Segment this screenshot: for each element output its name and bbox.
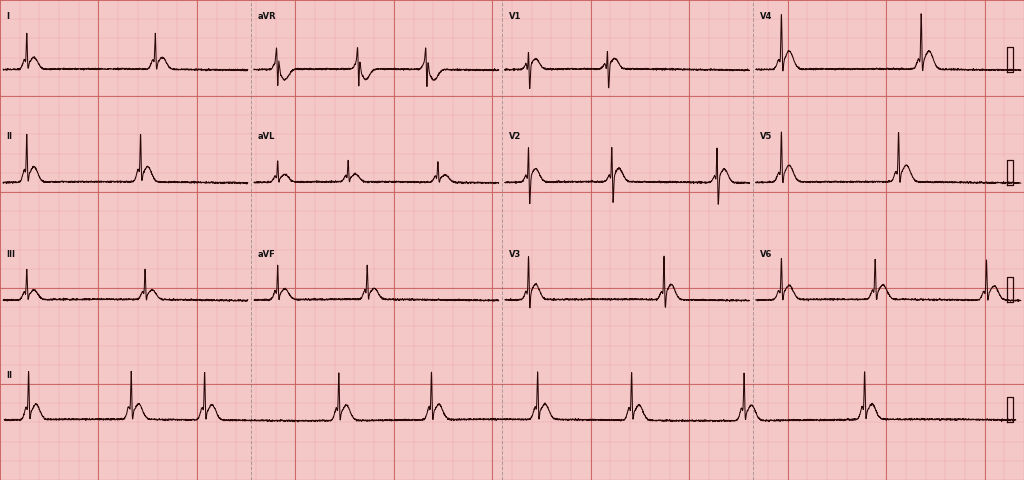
Text: I: I	[6, 12, 9, 21]
Text: II: II	[6, 132, 12, 141]
Text: V5: V5	[760, 132, 772, 141]
Text: aVR: aVR	[258, 12, 276, 21]
Text: aVL: aVL	[258, 132, 275, 141]
Text: aVF: aVF	[258, 250, 275, 259]
Text: III: III	[6, 250, 15, 259]
Text: V6: V6	[760, 250, 772, 259]
Text: V1: V1	[509, 12, 521, 21]
Text: II: II	[6, 371, 12, 380]
Text: V2: V2	[509, 132, 521, 141]
Text: V3: V3	[509, 250, 521, 259]
Text: V4: V4	[760, 12, 772, 21]
